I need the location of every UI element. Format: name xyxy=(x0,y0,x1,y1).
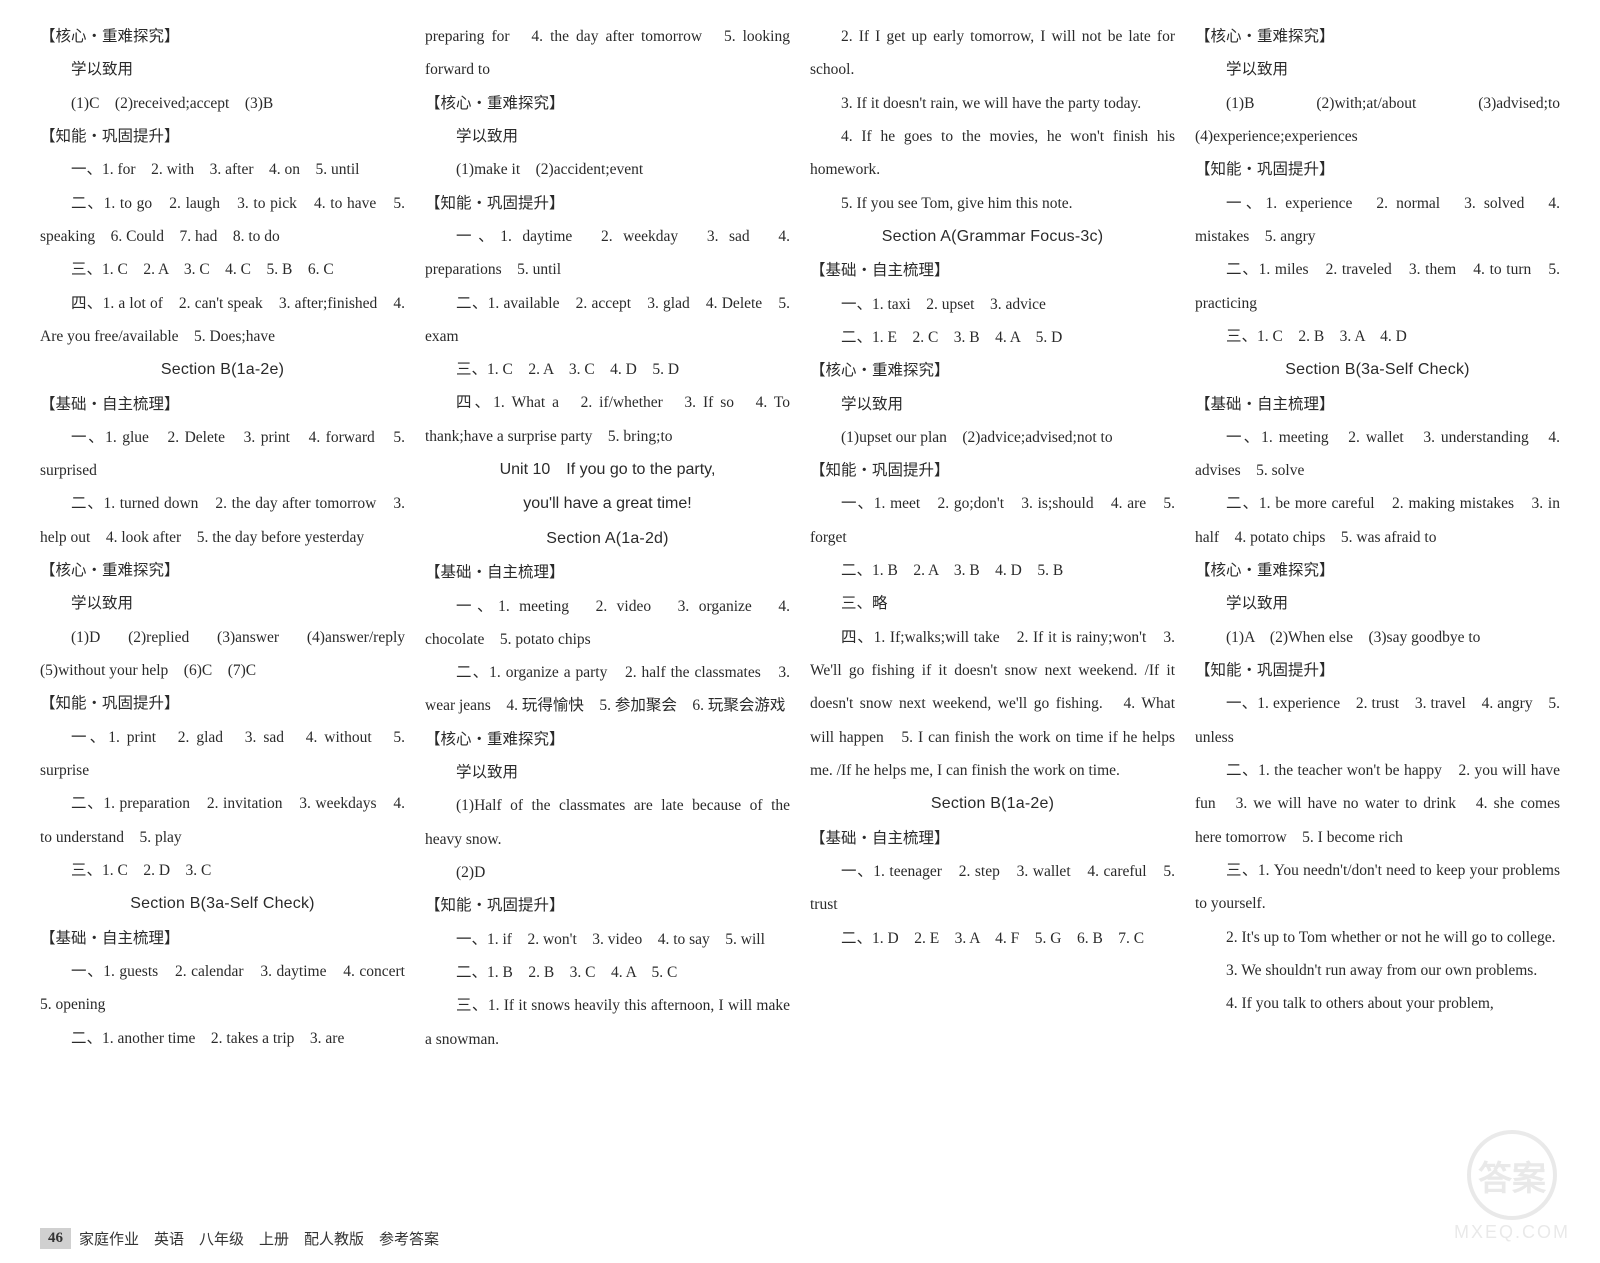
text-line: 【知能・巩固提升】 xyxy=(810,454,1175,487)
column-3: 2. If I get up early tomorrow, I will no… xyxy=(810,20,1175,1200)
text-line: 【核心・重难探究】 xyxy=(425,723,790,756)
page-number: 46 xyxy=(40,1228,71,1249)
column-4: 【核心・重难探究】 学以致用 (1)B (2)with;at/about (3)… xyxy=(1195,20,1560,1200)
footer-text: 家庭作业 英语 八年级 上册 配人教版 参考答案 xyxy=(79,1228,439,1249)
text-line: 一、1. meet 2. go;don't 3. is;should 4. ar… xyxy=(810,487,1175,554)
text-line: 【核心・重难探究】 xyxy=(425,87,790,120)
text-line: 学以致用 xyxy=(425,120,790,153)
page-content: 【核心・重难探究】 学以致用 (1)C (2)received;accept (… xyxy=(0,0,1600,1210)
text-line: 学以致用 xyxy=(810,388,1175,421)
text-line: (1)B (2)with;at/about (3)advised;to (4)e… xyxy=(1195,87,1560,154)
text-line: 二、1. organize a party 2. half the classm… xyxy=(425,656,790,723)
text-line: 三、1. C 2. B 3. A 4. D xyxy=(1195,320,1560,353)
column-1: 【核心・重难探究】 学以致用 (1)C (2)received;accept (… xyxy=(40,20,405,1200)
text-line: 一、1. glue 2. Delete 3. print 4. forward … xyxy=(40,421,405,488)
text-line: 二、1. turned down 2. the day after tomorr… xyxy=(40,487,405,554)
text-line: 学以致用 xyxy=(1195,587,1560,620)
text-line: 3. We shouldn't run away from our own pr… xyxy=(1195,954,1560,987)
section-title: Section A(1a-2d) xyxy=(425,522,790,556)
text-line: 4. If he goes to the movies, he won't fi… xyxy=(810,120,1175,187)
section-title: Section B(1a-2e) xyxy=(810,787,1175,821)
text-line: 二、1. another time 2. takes a trip 3. are xyxy=(40,1022,405,1055)
text-line: 二、1. to go 2. laugh 3. to pick 4. to hav… xyxy=(40,187,405,254)
text-line: 学以致用 xyxy=(1195,53,1560,86)
text-line: 【知能・巩固提升】 xyxy=(40,687,405,720)
text-line: 2. If I get up early tomorrow, I will no… xyxy=(810,20,1175,87)
text-line: 【核心・重难探究】 xyxy=(1195,554,1560,587)
text-line: 一、1. meeting 2. video 3. organize 4. cho… xyxy=(425,590,790,657)
text-line: 三、略 xyxy=(810,587,1175,620)
text-line: 【核心・重难探究】 xyxy=(40,554,405,587)
text-line: 一、1. daytime 2. weekday 3. sad 4. prepar… xyxy=(425,220,790,287)
unit-title: Unit 10 If you go to the party, xyxy=(425,453,790,487)
text-line: 一、1. meeting 2. wallet 3. understanding … xyxy=(1195,421,1560,488)
text-line: 学以致用 xyxy=(425,756,790,789)
text-line: 二、1. the teacher won't be happy 2. you w… xyxy=(1195,754,1560,854)
text-line: 四、1. What a 2. if/whether 3. If so 4. To… xyxy=(425,386,790,453)
text-line: 【基础・自主梳理】 xyxy=(810,822,1175,855)
text-line: (1)D (2)replied (3)answer (4)answer/repl… xyxy=(40,621,405,688)
watermark-text: MXEQ.COM xyxy=(1454,1222,1570,1243)
text-line: 一、1. if 2. won't 3. video 4. to say 5. w… xyxy=(425,923,790,956)
text-line: 三、1. C 2. A 3. C 4. C 5. B 6. C xyxy=(40,253,405,286)
text-line: 2. It's up to Tom whether or not he will… xyxy=(1195,921,1560,954)
text-line: preparing for 4. the day after tomorrow … xyxy=(425,20,790,87)
text-line: 二、1. B 2. A 3. B 4. D 5. B xyxy=(810,554,1175,587)
text-line: (1)Half of the classmates are late becau… xyxy=(425,789,790,856)
text-line: 学以致用 xyxy=(40,587,405,620)
text-line: (1)upset our plan (2)advice;advised;not … xyxy=(810,421,1175,454)
section-title: Section B(1a-2e) xyxy=(40,353,405,387)
text-line: 【核心・重难探究】 xyxy=(1195,20,1560,53)
text-line: 三、1. You needn't/don't need to keep your… xyxy=(1195,854,1560,921)
section-title: Section B(3a-Self Check) xyxy=(1195,353,1560,387)
text-line: 一、1. print 2. glad 3. sad 4. without 5. … xyxy=(40,721,405,788)
text-line: 一、1. guests 2. calendar 3. daytime 4. co… xyxy=(40,955,405,1022)
text-line: 【基础・自主梳理】 xyxy=(810,254,1175,287)
text-line: 二、1. D 2. E 3. A 4. F 5. G 6. B 7. C xyxy=(810,922,1175,955)
text-line: 二、1. be more careful 2. making mistakes … xyxy=(1195,487,1560,554)
text-line: 三、1. C 2. A 3. C 4. D 5. D xyxy=(425,353,790,386)
text-line: 四、1. a lot of 2. can't speak 3. after;fi… xyxy=(40,287,405,354)
text-line: 一、1. taxi 2. upset 3. advice xyxy=(810,288,1175,321)
text-line: 【基础・自主梳理】 xyxy=(1195,388,1560,421)
text-line: 4. If you talk to others about your prob… xyxy=(1195,987,1560,1020)
text-line: 3. If it doesn't rain, we will have the … xyxy=(810,87,1175,120)
text-line: 三、1. C 2. D 3. C xyxy=(40,854,405,887)
text-line: 二、1. miles 2. traveled 3. them 4. to tur… xyxy=(1195,253,1560,320)
text-line: 学以致用 xyxy=(40,53,405,86)
text-line: 四、1. If;walks;will take 2. If it is rain… xyxy=(810,621,1175,788)
page-footer: 46 家庭作业 英语 八年级 上册 配人教版 参考答案 xyxy=(40,1228,439,1249)
text-line: 【基础・自主梳理】 xyxy=(40,922,405,955)
text-line: (1)make it (2)accident;event xyxy=(425,153,790,186)
text-line: 二、1. available 2. accept 3. glad 4. Dele… xyxy=(425,287,790,354)
text-line: 一、1. teenager 2. step 3. wallet 4. caref… xyxy=(810,855,1175,922)
text-line: 【知能・巩固提升】 xyxy=(425,187,790,220)
text-line: 二、1. E 2. C 3. B 4. A 5. D xyxy=(810,321,1175,354)
text-line: (1)A (2)When else (3)say goodbye to xyxy=(1195,621,1560,654)
text-line: 【知能・巩固提升】 xyxy=(40,120,405,153)
text-line: 【知能・巩固提升】 xyxy=(1195,153,1560,186)
text-line: 二、1. B 2. B 3. C 4. A 5. C xyxy=(425,956,790,989)
text-line: 【知能・巩固提升】 xyxy=(1195,654,1560,687)
text-line: 5. If you see Tom, give him this note. xyxy=(810,187,1175,220)
text-line: 二、1. preparation 2. invitation 3. weekda… xyxy=(40,787,405,854)
text-line: 【知能・巩固提升】 xyxy=(425,889,790,922)
text-line: (1)C (2)received;accept (3)B xyxy=(40,87,405,120)
text-line: (2)D xyxy=(425,856,790,889)
section-title: Section A(Grammar Focus-3c) xyxy=(810,220,1175,254)
text-line: 【基础・自主梳理】 xyxy=(40,388,405,421)
text-line: 三、1. If it snows heavily this afternoon,… xyxy=(425,989,790,1056)
text-line: 一、1. experience 2. trust 3. travel 4. an… xyxy=(1195,687,1560,754)
text-line: 一、1. experience 2. normal 3. solved 4. m… xyxy=(1195,187,1560,254)
unit-title: you'll have a great time! xyxy=(425,487,790,521)
section-title: Section B(3a-Self Check) xyxy=(40,887,405,921)
column-2: preparing for 4. the day after tomorrow … xyxy=(425,20,790,1200)
text-line: 一、1. for 2. with 3. after 4. on 5. until xyxy=(40,153,405,186)
text-line: 【核心・重难探究】 xyxy=(810,354,1175,387)
text-line: 【基础・自主梳理】 xyxy=(425,556,790,589)
text-line: 【核心・重难探究】 xyxy=(40,20,405,53)
